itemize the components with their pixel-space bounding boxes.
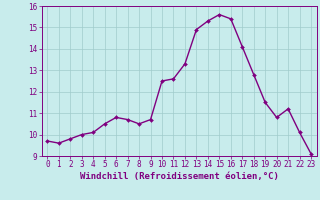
X-axis label: Windchill (Refroidissement éolien,°C): Windchill (Refroidissement éolien,°C) [80, 172, 279, 181]
